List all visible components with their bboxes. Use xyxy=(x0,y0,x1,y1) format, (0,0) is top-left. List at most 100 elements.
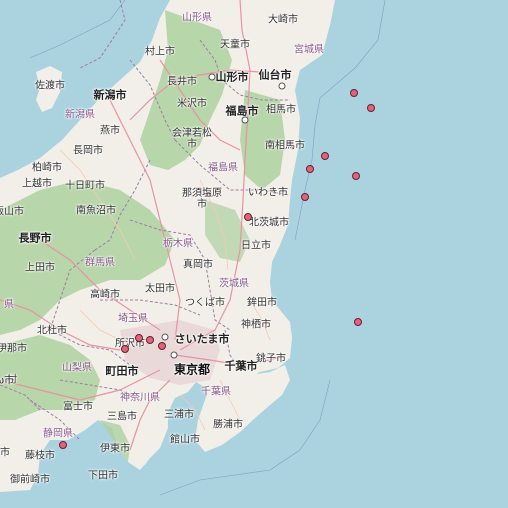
map-label-soma: 相馬市 xyxy=(266,104,296,116)
map-label-fukushima-ken: 福島県 xyxy=(208,162,238,174)
map-label-kitaibaraki: 北茨城市 xyxy=(249,217,289,229)
map-label-miyagi-ken: 宮城県 xyxy=(294,44,324,56)
map-label-yonezawa: 米沢市 xyxy=(177,98,207,110)
sea-boundary xyxy=(294,0,386,241)
map-label-nagai: 長井市 xyxy=(167,76,197,88)
map-label-nagaoka: 長岡市 xyxy=(73,145,103,157)
map-label-tsubame: 燕市 xyxy=(100,125,120,137)
map-label-ken: 県 xyxy=(4,299,14,311)
map-label-saitama: さいたま市 xyxy=(174,332,230,346)
land-sado xyxy=(36,66,62,112)
earthquake-marker-m7[interactable] xyxy=(244,213,252,221)
forest-ibaraki xyxy=(205,200,250,262)
city-dot-yamagata xyxy=(208,73,216,81)
earthquake-marker-m8[interactable] xyxy=(354,318,362,326)
map-label-mooka: 真岡市 xyxy=(183,259,213,271)
map-label-tokyo: 東京都 xyxy=(173,362,211,377)
map-label-fuji: 富士市 xyxy=(63,401,93,413)
map-label-choshi: 銚子市 xyxy=(256,353,286,365)
map-label-kamisu: 神栖市 xyxy=(241,319,271,331)
map-label-iyama: 飯山市 xyxy=(0,206,24,218)
forest-izu xyxy=(100,420,130,462)
map-label-hitachi: 日立市 xyxy=(241,240,271,252)
map-label-omaezaki: 御前崎市 xyxy=(10,474,50,486)
earthquake-marker-m6[interactable] xyxy=(301,193,309,201)
map-label-machida: 町田市 xyxy=(105,364,139,378)
land-islet xyxy=(141,455,147,465)
map-label-sendai: 仙台市 xyxy=(258,68,292,82)
sea-boundary-3 xyxy=(159,379,331,496)
urban-tokyo xyxy=(120,320,220,385)
map-label-niigata-ken: 新潟県 xyxy=(65,109,95,121)
map-label-katsuura: 勝浦市 xyxy=(213,419,243,431)
map-label-mura: 村 xyxy=(7,374,17,386)
map-label-minamisoma: 南相馬市 xyxy=(265,140,305,152)
minor-roads xyxy=(59,149,271,431)
earthquake-marker-m5[interactable] xyxy=(352,172,360,180)
map-label-gunma-ken: 群馬県 xyxy=(85,257,115,269)
map-label-joetsu: 上越市 xyxy=(22,178,52,190)
earthquake-marker-m10[interactable] xyxy=(158,342,166,350)
forest-east xyxy=(240,90,285,190)
map-label-tateyama: 館山市 xyxy=(170,434,200,446)
forest-tohoku xyxy=(140,10,232,170)
road-network xyxy=(0,0,286,451)
map-label-nagano: 長野市 xyxy=(18,231,52,245)
map-label-ina: 伊那市 xyxy=(0,343,27,355)
map-label-tokorozawa: 所沢市 xyxy=(115,338,145,350)
map-label-tsukuba: つくば市 xyxy=(185,297,225,309)
map-label-hokota: 鉾田市 xyxy=(247,297,277,309)
earthquake-marker-m4[interactable] xyxy=(306,165,314,173)
city-dot-fukushima xyxy=(241,116,249,124)
map-label-ota: 太田市 xyxy=(145,283,175,295)
map-label-tokamachi: 十日町市 xyxy=(65,180,105,192)
map-label-fujieda: 藤枝市 xyxy=(25,450,55,462)
map-label-kanagawa-ken: 神奈川県 xyxy=(120,392,160,404)
map-label-ueda: 上田市 xyxy=(25,262,55,274)
map-label-hokuto: 北杜市 xyxy=(37,325,67,337)
map-label-tochigi-ken: 栃木県 xyxy=(163,238,193,250)
map-label-niigata: 新潟市 xyxy=(93,88,127,102)
map-label-sado: 佐渡市 xyxy=(35,80,65,92)
map-label-minamiuonuma: 南魚沼市 xyxy=(76,205,116,217)
map-label-shimoda: 下田市 xyxy=(88,470,118,482)
map-label-shi: 市 xyxy=(0,447,10,459)
earthquake-marker-m13[interactable] xyxy=(135,334,143,342)
sea-boundary-2 xyxy=(29,0,126,59)
earthquake-marker-m1[interactable] xyxy=(350,89,358,97)
forest-central xyxy=(0,180,175,335)
map-label-wichi: ω市 xyxy=(0,375,15,387)
prefecture-borders xyxy=(0,0,291,441)
map-label-miura: 三浦市 xyxy=(164,409,194,421)
map-label-aizu: 会津若松 市 xyxy=(172,128,212,150)
earthquake-marker-m2[interactable] xyxy=(367,104,375,112)
map-label-chiba: 千葉市 xyxy=(224,359,258,373)
earthquake-marker-m11[interactable] xyxy=(121,345,129,353)
map-label-yamanashi-ken: 山梨県 xyxy=(62,362,92,374)
map-label-kashiwazaki: 柏崎市 xyxy=(32,162,62,174)
map-label-tendo: 天童市 xyxy=(220,39,250,51)
map-label-saitama-ken: 埼玉県 xyxy=(118,313,148,325)
earthquake-marker-m3[interactable] xyxy=(321,152,329,160)
map-label-shizuoka-ken: 静岡県 xyxy=(43,428,73,440)
map-label-fukushima: 福島市 xyxy=(225,104,259,118)
map-label-osaki: 大崎市 xyxy=(268,14,298,26)
map-label-chiba-ken: 千葉県 xyxy=(201,386,231,398)
map-label-ibaraki-ken: 茨城県 xyxy=(219,278,249,290)
land-boso xyxy=(195,365,290,452)
city-dot-sendai xyxy=(278,82,286,90)
map-label-mishima: 三島市 xyxy=(107,411,137,423)
earthquake-marker-m9[interactable] xyxy=(146,336,154,344)
map-label-yamagata: 山形市 xyxy=(215,70,249,84)
map-label-yamagata-ken: 山形県 xyxy=(182,12,212,24)
city-dot-tokyo xyxy=(170,351,178,359)
city-dot-saitama xyxy=(161,333,169,341)
map-label-murakami: 村上市 xyxy=(145,46,175,58)
map-label-ito: 伊東市 xyxy=(100,443,130,455)
map-label-iwaki: いわき市 xyxy=(248,187,288,199)
map-label-nasushiobara: 那須塩原 市 xyxy=(182,188,222,210)
earthquake-marker-m12[interactable] xyxy=(59,441,67,449)
map-label-takasaki: 高崎市 xyxy=(90,289,120,301)
